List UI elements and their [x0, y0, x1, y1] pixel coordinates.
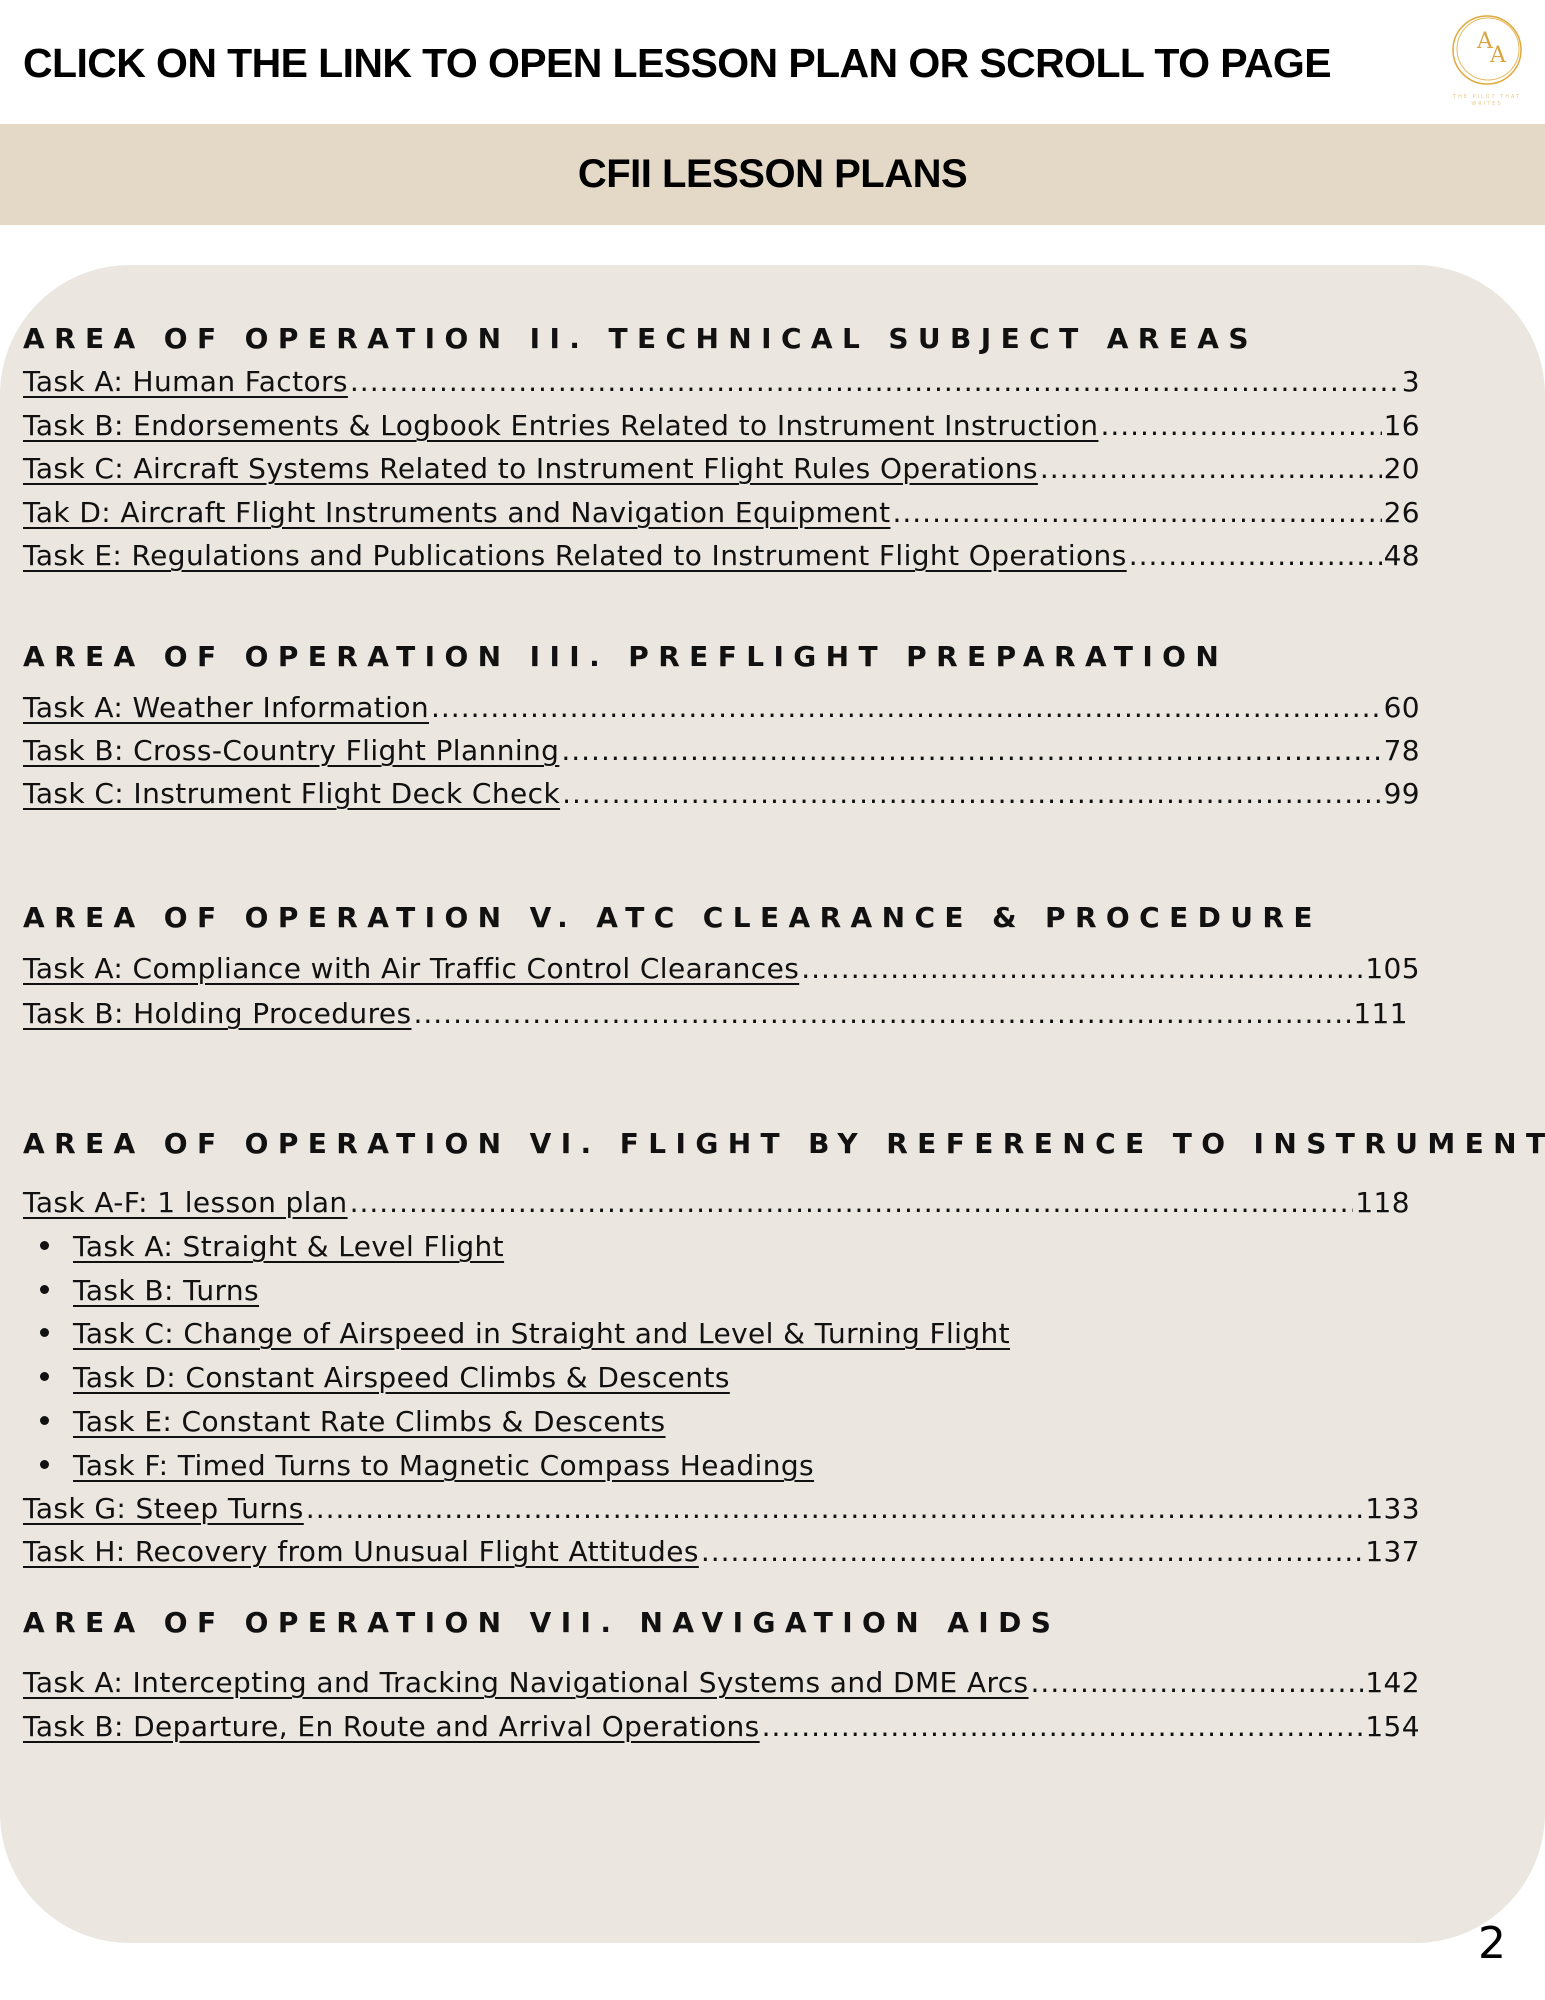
- page-ref: 99: [1383, 777, 1420, 810]
- sub-task-item[interactable]: Task F: Timed Turns to Magnetic Compass …: [40, 1449, 814, 1482]
- toc-link-label[interactable]: Task G: Steep Turns: [23, 1492, 304, 1525]
- page-ref: 16: [1383, 409, 1420, 442]
- sub-task-item[interactable]: Task E: Constant Rate Climbs & Descents: [40, 1405, 666, 1438]
- sub-task-link[interactable]: Task C: Change of Airspeed in Straight a…: [73, 1317, 1011, 1350]
- toc-link-label[interactable]: Task A: Weather Information: [23, 691, 429, 724]
- toc-link[interactable]: Task E: Regulations and Publications Rel…: [23, 539, 1420, 572]
- toc-link-label[interactable]: Task B: Cross-Country Flight Planning: [23, 734, 560, 767]
- section-heading: AREA OF OPERATION II. TECHNICAL SUBJECT …: [23, 322, 1258, 355]
- dot-leader: [801, 952, 1363, 985]
- svg-text:A: A: [1489, 43, 1507, 68]
- toc-link[interactable]: Task A: Human Factors 3: [23, 365, 1420, 398]
- toc-link[interactable]: Task B: Holding Procedures 111: [23, 997, 1408, 1030]
- toc-link-label[interactable]: Task C: Instrument Flight Deck Check: [23, 777, 561, 810]
- bullet-icon: [40, 1371, 49, 1381]
- sub-task-item[interactable]: Task D: Constant Airspeed Climbs & Desce…: [40, 1361, 730, 1394]
- dot-leader: [762, 1710, 1364, 1743]
- sub-task-item[interactable]: Task A: Straight & Level Flight: [40, 1230, 504, 1263]
- toc-link-label[interactable]: Task H: Recovery from Unusual Flight Att…: [23, 1535, 699, 1568]
- dot-leader: [701, 1535, 1364, 1568]
- page-title: CLICK ON THE LINK TO OPEN LESSON PLAN OR…: [23, 40, 1332, 86]
- bullet-icon: [40, 1459, 49, 1469]
- page-ref: 142: [1365, 1666, 1420, 1699]
- page-ref: 133: [1365, 1492, 1420, 1525]
- dot-leader: [1031, 1666, 1364, 1699]
- bullet-icon: [40, 1327, 49, 1337]
- sub-task-link[interactable]: Task D: Constant Airspeed Climbs & Desce…: [73, 1361, 730, 1394]
- bullet-icon: [40, 1240, 49, 1250]
- dot-leader: [1100, 409, 1381, 442]
- svg-text:A: A: [1476, 29, 1494, 54]
- toc-link-label[interactable]: Task E: Regulations and Publications Rel…: [23, 539, 1127, 572]
- dot-leader: [350, 365, 1400, 398]
- toc-link[interactable]: Task B: Endorsements & Logbook Entries R…: [23, 409, 1420, 442]
- section-heading: AREA OF OPERATION VII. NAVIGATION AIDS: [23, 1606, 1061, 1639]
- toc-link[interactable]: Task A: Weather Information 60: [23, 691, 1420, 724]
- section-banner: CFII LESSON PLANS: [0, 124, 1545, 225]
- section-heading: AREA OF OPERATION V. ATC CLEARANCE & PRO…: [23, 901, 1322, 934]
- bullet-icon: [40, 1284, 49, 1294]
- section-heading: AREA OF OPERATION III. PREFLIGHT PREPARA…: [23, 640, 1229, 673]
- dot-leader: [562, 777, 1382, 810]
- svg-text:WRITES: WRITES: [1471, 101, 1502, 107]
- toc-link-label[interactable]: Tak D: Aircraft Flight Instruments and N…: [23, 496, 891, 529]
- toc-link[interactable]: Task G: Steep Turns 133: [23, 1492, 1420, 1525]
- dot-leader: [431, 691, 1382, 724]
- sub-task-link[interactable]: Task E: Constant Rate Climbs & Descents: [73, 1405, 666, 1438]
- page-ref: 48: [1383, 539, 1420, 572]
- page-ref: 137: [1365, 1535, 1420, 1568]
- toc-link-label[interactable]: Task A: Human Factors: [23, 365, 348, 398]
- toc-link-label[interactable]: Task B: Holding Procedures: [23, 997, 412, 1030]
- toc-link[interactable]: Task C: Instrument Flight Deck Check 99: [23, 777, 1420, 810]
- page-ref: 78: [1383, 734, 1420, 767]
- banner-title: CFII LESSON PLANS: [577, 152, 968, 196]
- toc-link[interactable]: Task A: Intercepting and Tracking Naviga…: [23, 1666, 1420, 1699]
- dot-leader: [413, 997, 1351, 1030]
- toc-link-label[interactable]: Task A: Intercepting and Tracking Naviga…: [23, 1666, 1029, 1699]
- page-ref: 3: [1401, 365, 1420, 398]
- dot-leader: [1040, 452, 1382, 485]
- dot-leader: [350, 1186, 1354, 1219]
- toc-link[interactable]: Task H: Recovery from Unusual Flight Att…: [23, 1535, 1420, 1568]
- dot-leader: [1129, 539, 1382, 572]
- page-ref: 105: [1365, 952, 1420, 985]
- toc-link-label[interactable]: Task A: Compliance with Air Traffic Cont…: [23, 952, 800, 985]
- toc-link-label[interactable]: Task C: Aircraft Systems Related to Inst…: [23, 452, 1038, 485]
- toc-link[interactable]: Task B: Cross-Country Flight Planning 78: [23, 734, 1420, 767]
- dot-leader: [892, 496, 1381, 529]
- page-ref: 60: [1383, 691, 1420, 724]
- sub-task-link[interactable]: Task A: Straight & Level Flight: [73, 1230, 505, 1263]
- toc-link[interactable]: Task B: Departure, En Route and Arrival …: [23, 1710, 1420, 1743]
- page-ref: 118: [1355, 1186, 1410, 1219]
- sub-task-link[interactable]: Task F: Timed Turns to Magnetic Compass …: [73, 1449, 815, 1482]
- toc-link[interactable]: Task A: Compliance with Air Traffic Cont…: [23, 952, 1420, 985]
- page-ref: 111: [1353, 997, 1408, 1030]
- toc-link[interactable]: Tak D: Aircraft Flight Instruments and N…: [23, 496, 1420, 529]
- svg-text:THE PILOT THAT: THE PILOT THAT: [1452, 94, 1521, 100]
- sub-task-link[interactable]: Task B: Turns: [73, 1274, 260, 1307]
- page-number: 2: [1478, 1918, 1506, 1969]
- dot-leader: [561, 734, 1381, 767]
- pilot-that-writes-logo: A A THE PILOT THAT WRITES: [1452, 15, 1522, 107]
- toc-link-label[interactable]: Task B: Departure, En Route and Arrival …: [23, 1710, 760, 1743]
- bullet-icon: [40, 1415, 49, 1425]
- section-heading: AREA OF OPERATION VI. FLIGHT BY REFERENC…: [23, 1127, 1545, 1160]
- toc-link[interactable]: Task C: Aircraft Systems Related to Inst…: [23, 452, 1420, 485]
- toc-link-label[interactable]: Task A-F: 1 lesson plan: [23, 1186, 348, 1219]
- toc-link-label[interactable]: Task B: Endorsements & Logbook Entries R…: [23, 409, 1099, 442]
- page-ref: 26: [1383, 496, 1420, 529]
- page-ref: 20: [1383, 452, 1420, 485]
- sub-task-item[interactable]: Task B: Turns: [40, 1274, 259, 1307]
- dot-leader: [306, 1492, 1364, 1525]
- sub-task-item[interactable]: Task C: Change of Airspeed in Straight a…: [40, 1317, 1010, 1350]
- page-ref: 154: [1365, 1710, 1420, 1743]
- toc-link[interactable]: Task A-F: 1 lesson plan 118: [23, 1186, 1410, 1219]
